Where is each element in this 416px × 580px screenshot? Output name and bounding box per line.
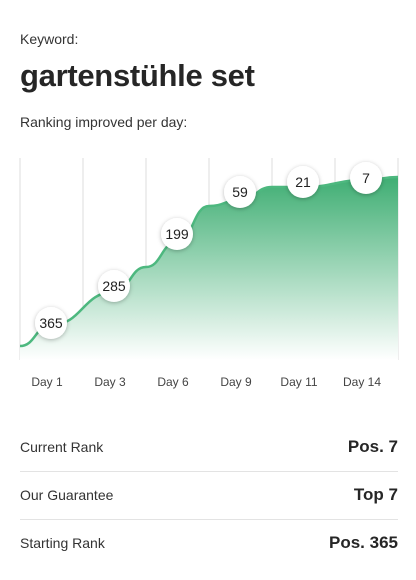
ranking-area <box>20 177 398 360</box>
keyword-title: gartenstühle set <box>20 58 255 93</box>
rank-badges: 365 285 199 59 21 7 <box>35 162 382 339</box>
rank-badge: 285 <box>98 270 130 302</box>
rank-badge: 7 <box>350 162 382 194</box>
rank-badge-circle <box>98 270 130 302</box>
rank-badge: 199 <box>161 218 193 250</box>
x-axis-ticks: Day 1 Day 3 Day 6 Day 9 Day 11 Day 14 <box>31 375 381 389</box>
rank-badge-label: 199 <box>165 226 189 242</box>
stat-row-guarantee: Our Guarantee Top 7 <box>20 472 398 520</box>
stat-row-starting-rank: Starting Rank Pos. 365 <box>20 520 398 567</box>
stat-row-current-rank: Current Rank Pos. 7 <box>20 424 398 472</box>
stat-value: Pos. 365 <box>329 533 398 552</box>
x-tick-label: Day 11 <box>280 375 317 389</box>
rank-badge-label: 59 <box>232 184 248 200</box>
x-tick-label: Day 14 <box>343 375 381 389</box>
stat-value: Top 7 <box>353 485 398 504</box>
rank-badge-circle <box>224 176 256 208</box>
rank-badge-circle <box>35 307 67 339</box>
ranking-line <box>19 175 399 348</box>
x-tick-label: Day 1 <box>31 375 63 389</box>
x-tick-label: Day 6 <box>157 375 189 389</box>
chart-subtitle: Ranking improved per day: <box>20 114 188 130</box>
rank-badge-label: 285 <box>102 278 126 294</box>
stat-label: Our Guarantee <box>20 487 114 503</box>
rank-badge-label: 365 <box>39 315 63 331</box>
rank-badge-circle <box>287 166 319 198</box>
rank-badge: 59 <box>224 176 256 208</box>
stat-label: Current Rank <box>20 439 104 455</box>
rank-badge: 21 <box>287 166 319 198</box>
x-tick-label: Day 9 <box>220 375 252 389</box>
rank-badge-label: 7 <box>362 170 370 186</box>
rank-badge-label: 21 <box>295 174 311 190</box>
x-tick-label: Day 3 <box>94 375 126 389</box>
rank-badge: 365 <box>35 307 67 339</box>
rank-badge-circle <box>161 218 193 250</box>
stats-table: Current Rank Pos. 7 Our Guarantee Top 7 … <box>20 424 398 567</box>
stat-label: Starting Rank <box>20 535 105 551</box>
stat-value: Pos. 7 <box>347 437 398 456</box>
rank-badge-circle <box>350 162 382 194</box>
keyword-label: Keyword: <box>20 31 79 47</box>
